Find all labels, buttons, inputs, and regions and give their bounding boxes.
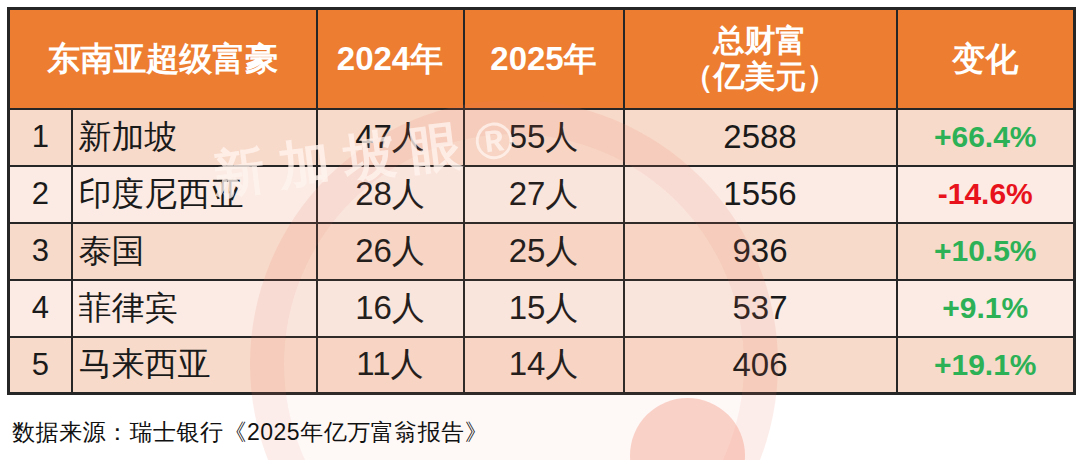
- table-header-row: 东南亚超级富豪 2024年 2025年 总财富 （亿美元） 变化: [9, 9, 1075, 109]
- header-wealth-line2: （亿美元）: [631, 59, 890, 95]
- header-group-title: 东南亚超级富豪: [9, 9, 317, 109]
- wealth-value: 2588: [624, 109, 897, 166]
- change-cell: +10.5%: [897, 223, 1075, 280]
- change-value: +66.4%: [934, 120, 1037, 153]
- change-value: -14.6%: [938, 177, 1033, 210]
- rich-list-table: 东南亚超级富豪 2024年 2025年 总财富 （亿美元） 变化 1 新加坡 4…: [7, 7, 1076, 395]
- country-name: 泰国: [72, 223, 317, 280]
- change-cell: +19.1%: [897, 337, 1075, 394]
- header-col-2025: 2025年: [464, 9, 624, 109]
- count-2025: 27人: [464, 166, 624, 223]
- rank-value: 5: [9, 337, 72, 394]
- count-2025: 25人: [464, 223, 624, 280]
- wealth-value: 406: [624, 337, 897, 394]
- count-2024: 47人: [317, 109, 464, 166]
- header-wealth-line1: 总财富: [631, 23, 890, 59]
- table-row-singapore: 1 新加坡 47人 55人 2588 +66.4%: [9, 109, 1075, 166]
- count-2025: 14人: [464, 337, 624, 394]
- count-2024: 28人: [317, 166, 464, 223]
- header-col-2024: 2024年: [317, 9, 464, 109]
- country-name: 新加坡: [72, 109, 317, 166]
- header-col-wealth: 总财富 （亿美元）: [624, 9, 897, 109]
- infographic-canvas: 东南亚超级富豪 2024年 2025年 总财富 （亿美元） 变化 1 新加坡 4…: [0, 0, 1080, 460]
- count-2025: 15人: [464, 280, 624, 337]
- wealth-value: 537: [624, 280, 897, 337]
- rank-value: 3: [9, 223, 72, 280]
- change-value: +10.5%: [934, 234, 1037, 267]
- change-cell: +9.1%: [897, 280, 1075, 337]
- watermark-logo-blob: [630, 398, 745, 460]
- table-row-malaysia: 5 马来西亚 11人 14人 406 +19.1%: [9, 337, 1075, 394]
- change-cell: +66.4%: [897, 109, 1075, 166]
- change-value: +9.1%: [942, 291, 1028, 324]
- country-name: 马来西亚: [72, 337, 317, 394]
- wealth-value: 936: [624, 223, 897, 280]
- rank-value: 4: [9, 280, 72, 337]
- data-source-note: 数据来源：瑞士银行《2025年亿万富翁报告》: [12, 417, 488, 448]
- change-cell: -14.6%: [897, 166, 1075, 223]
- table-row-indonesia: 2 印度尼西亚 28人 27人 1556 -14.6%: [9, 166, 1075, 223]
- header-col-change: 变化: [897, 9, 1075, 109]
- table-row-philippines: 4 菲律宾 16人 15人 537 +9.1%: [9, 280, 1075, 337]
- rank-value: 2: [9, 166, 72, 223]
- count-2024: 26人: [317, 223, 464, 280]
- table-row-thailand: 3 泰国 26人 25人 936 +10.5%: [9, 223, 1075, 280]
- count-2025: 55人: [464, 109, 624, 166]
- country-name: 印度尼西亚: [72, 166, 317, 223]
- count-2024: 16人: [317, 280, 464, 337]
- rank-value: 1: [9, 109, 72, 166]
- wealth-value: 1556: [624, 166, 897, 223]
- change-value: +19.1%: [934, 348, 1037, 381]
- country-name: 菲律宾: [72, 280, 317, 337]
- count-2024: 11人: [317, 337, 464, 394]
